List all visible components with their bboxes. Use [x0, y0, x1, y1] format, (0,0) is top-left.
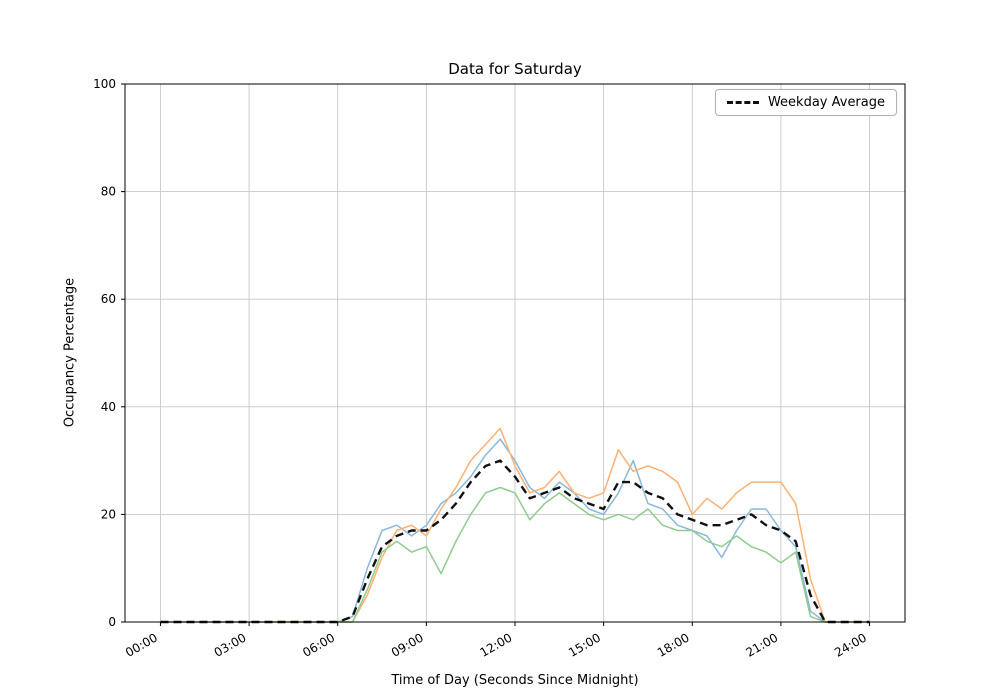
- y-tick-label: 0: [108, 615, 116, 629]
- x-tick-label: 18:00: [655, 630, 692, 659]
- y-tick-label: 40: [101, 400, 116, 414]
- y-axis-label: Occupancy Percentage: [62, 277, 78, 428]
- legend: Weekday Average: [714, 89, 897, 116]
- x-tick-label: 12:00: [478, 630, 515, 659]
- y-tick-label: 100: [93, 77, 116, 91]
- x-axis-label: Time of Day (Seconds Since Midnight): [391, 673, 639, 688]
- y-tick-label: 60: [101, 292, 116, 306]
- x-tick-label: 00:00: [123, 630, 160, 659]
- y-tick-label: 80: [101, 185, 116, 199]
- x-tick-label: 09:00: [389, 630, 426, 659]
- chart-title: Data for Saturday: [448, 60, 582, 78]
- x-tick-label: 21:00: [743, 630, 780, 659]
- x-tick-label: 03:00: [212, 630, 249, 659]
- y-tick-label: 20: [101, 507, 116, 521]
- x-tick-label: 06:00: [300, 630, 337, 659]
- x-tick-label: 24:00: [832, 630, 869, 659]
- weekday-average-dashed-line-icon: [726, 101, 759, 104]
- x-tick-label: 15:00: [566, 630, 603, 659]
- legend-label: Weekday Average: [767, 95, 885, 110]
